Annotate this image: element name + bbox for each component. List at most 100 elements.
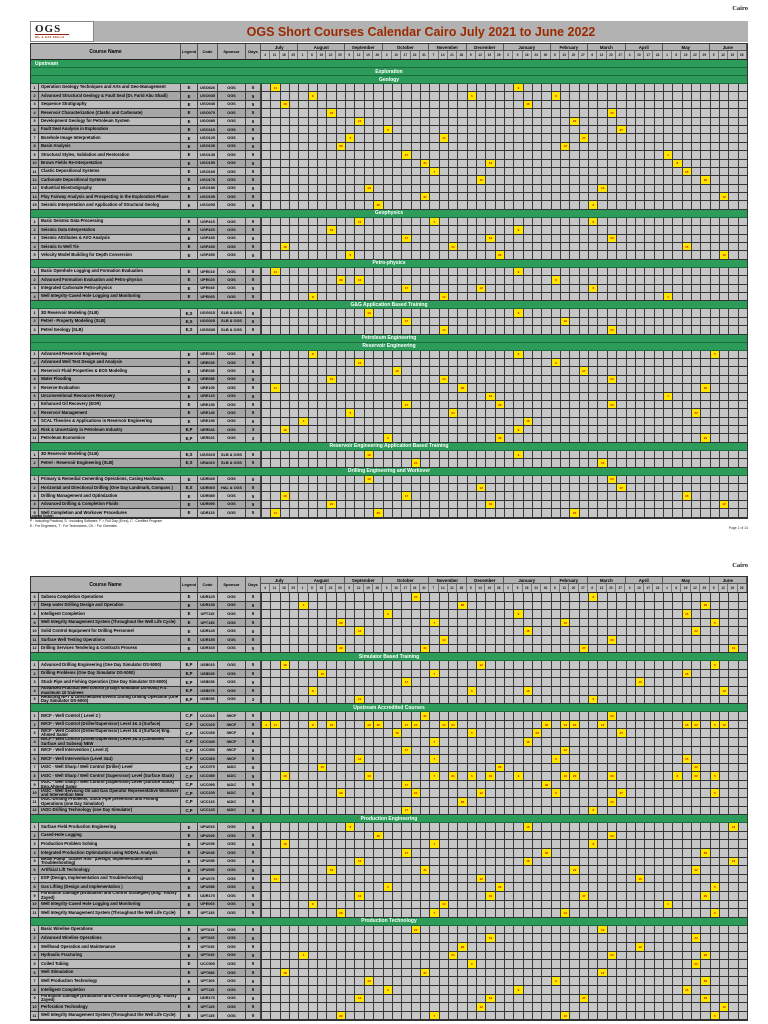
calendar-cell (617, 686, 626, 695)
calendar-cell (290, 392, 299, 400)
calendar-cell (645, 720, 654, 729)
calendar-cell (271, 500, 280, 509)
course-row: 12 IADC-Drilling Technology (one Day Simu… (31, 806, 747, 816)
calendar-cell (355, 367, 364, 375)
column-header-days: Days (246, 577, 261, 592)
calendar-cell (523, 883, 533, 891)
calendar-cell (280, 309, 290, 317)
calendar-cell (710, 384, 719, 392)
calendar-cell (439, 409, 448, 417)
week-start-date: 31 (419, 584, 430, 592)
course-legend: E,S (181, 317, 198, 326)
calendar-cell (458, 509, 467, 517)
calendar-cell (607, 201, 617, 209)
calendar-cell (476, 669, 486, 678)
calendar-cell (598, 400, 607, 409)
calendar-cell (691, 226, 701, 234)
calendar-cell (346, 217, 355, 226)
calendar-cell (495, 780, 504, 789)
calendar-cell (383, 417, 392, 426)
course-legend: E (181, 500, 198, 509)
calendar-cell (505, 284, 514, 292)
calendar-cell (402, 426, 411, 434)
calendar-cell (318, 900, 327, 909)
calendar-cell (570, 661, 579, 669)
calendar-cell (476, 392, 486, 400)
schedule-mark: 14 (439, 720, 448, 729)
calendar-cell (495, 831, 504, 840)
calendar-cell (570, 400, 579, 409)
calendar-cell (645, 610, 654, 618)
calendar-cell (654, 644, 663, 653)
calendar-cell (682, 780, 691, 789)
calendar-cell (346, 772, 355, 780)
calendar-cell (355, 384, 364, 392)
calendar-cell (392, 492, 402, 500)
course-number: 11 (31, 434, 39, 442)
schedule-mark: 18 (280, 243, 290, 251)
calendar-cell (570, 593, 579, 601)
calendar-cell (673, 176, 682, 184)
calendar-cell (533, 417, 542, 426)
section-band-g-g-application-based-training: G&G Application Based Training (31, 301, 747, 310)
calendar-cell (710, 193, 719, 201)
calendar-cell (411, 509, 420, 517)
calendar-cell (290, 292, 299, 301)
calendar-cell (439, 276, 448, 284)
calendar-cell (318, 193, 327, 201)
calendar-cell (589, 755, 598, 763)
calendar-cell (458, 450, 467, 459)
calendar-cell (729, 831, 738, 840)
calendar-cell (383, 201, 392, 209)
calendar-cell (439, 763, 448, 772)
calendar-cell (645, 151, 654, 159)
calendar-cell (271, 400, 280, 409)
calendar-cell (383, 350, 392, 358)
calendar-cell (738, 243, 747, 251)
week-start-date: 30 (541, 584, 551, 592)
calendar-cell (617, 831, 626, 840)
course-number: 2 (31, 459, 39, 467)
calendar-cell (308, 284, 318, 292)
calendar-cell (355, 789, 364, 798)
calendar-cell (701, 309, 710, 317)
calendar-cell (420, 509, 430, 517)
calendar-cell (607, 669, 617, 678)
calendar-cell (336, 610, 346, 618)
calendar-cell (542, 109, 551, 117)
calendar-cell (420, 789, 430, 798)
calendar-cell (533, 678, 542, 686)
calendar-cell (635, 831, 645, 840)
calendar-cell (392, 644, 402, 653)
calendar-cell (439, 193, 448, 201)
calendar-cell (411, 358, 420, 367)
calendar-cell (617, 84, 626, 92)
calendar-cell (448, 151, 458, 159)
calendar-cell (691, 798, 701, 806)
calendar-cell (617, 459, 626, 467)
course-sponsor: IADC (218, 763, 246, 772)
calendar-cell (486, 695, 495, 704)
calendar-cell (617, 772, 626, 780)
calendar-cell (336, 857, 346, 866)
calendar-cell (691, 789, 701, 798)
calendar-cell (533, 284, 542, 292)
schedule-mark: 20 (607, 326, 617, 334)
calendar-cell (533, 883, 542, 891)
course-sponsor: OGS (218, 125, 246, 134)
schedule-grid: 24 6 (261, 593, 747, 601)
calendar-cell (663, 798, 673, 806)
calendar-cell (645, 392, 654, 400)
calendar-cell (542, 806, 551, 815)
calendar-cell (402, 823, 411, 831)
calendar-cell (383, 243, 392, 251)
calendar-cell (308, 309, 318, 317)
calendar-cell (561, 866, 570, 874)
calendar-cell (719, 475, 729, 484)
calendar-cell (533, 857, 542, 866)
calendar-cell (729, 686, 738, 695)
calendar-cell (663, 712, 673, 720)
calendar-cell (701, 326, 710, 334)
course-code: UPU035 (198, 840, 218, 849)
calendar-cell (299, 176, 308, 184)
